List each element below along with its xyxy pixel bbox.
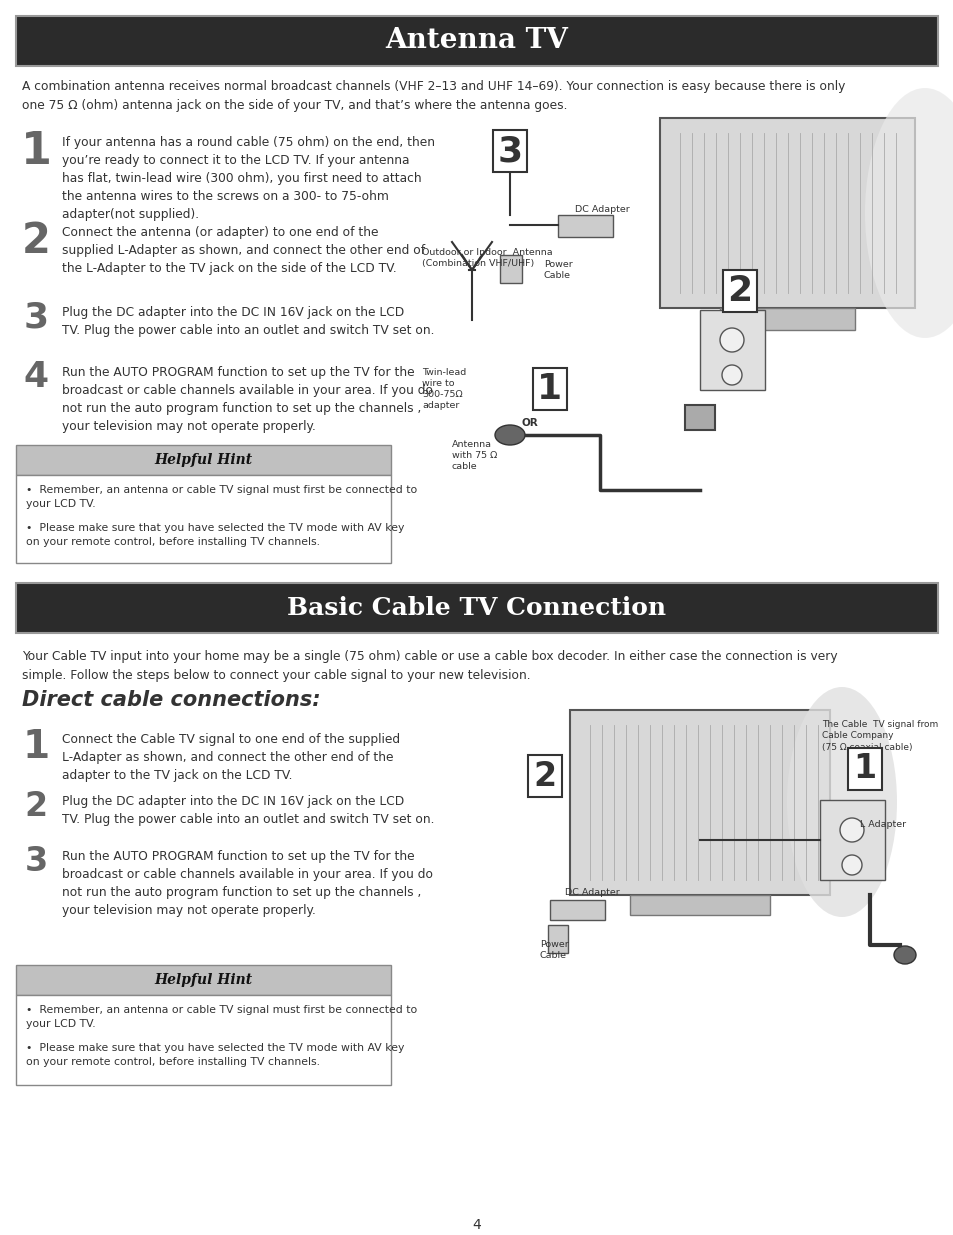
Bar <box>16 16 937 65</box>
Text: •  Remember, an antenna or cable TV signal must first be connected to
your LCD T: • Remember, an antenna or cable TV signa… <box>26 485 416 509</box>
Text: Your Cable TV input into your home may be a single (75 ohm) cable or use a cable: Your Cable TV input into your home may b… <box>22 650 837 682</box>
Text: Connect the Cable TV signal to one end of the supplied
L-Adapter as shown, and c: Connect the Cable TV signal to one end o… <box>62 734 399 782</box>
Text: Antenna
with 75 Ω
cable: Antenna with 75 Ω cable <box>452 440 497 472</box>
Circle shape <box>720 329 743 352</box>
Text: •  Please make sure that you have selected the TV mode with AV key
on your remot: • Please make sure that you have selecte… <box>26 1044 404 1067</box>
Bar <box>700 310 764 390</box>
Text: Helpful Hint: Helpful Hint <box>154 453 253 467</box>
Bar <box>569 710 829 895</box>
Text: DC Adapter: DC Adapter <box>575 205 629 214</box>
Circle shape <box>840 818 863 842</box>
Text: •  Remember, an antenna or cable TV signal must first be connected to
your LCD T: • Remember, an antenna or cable TV signa… <box>26 1005 416 1029</box>
Bar <box>533 368 566 410</box>
Bar <box>847 748 882 790</box>
Bar <box>16 965 391 995</box>
Ellipse shape <box>495 425 524 445</box>
Text: Run the AUTO PROGRAM function to set up the TV for the
broadcast or cable channe: Run the AUTO PROGRAM function to set up … <box>62 366 433 433</box>
Text: Plug the DC adapter into the DC IN 16V jack on the LCD
TV. Plug the power cable : Plug the DC adapter into the DC IN 16V j… <box>62 795 434 826</box>
Text: •  Please make sure that you have selected the TV mode with AV key
on your remot: • Please make sure that you have selecte… <box>26 522 404 547</box>
Text: Twin-lead
wire to
300-75Ω
adapter: Twin-lead wire to 300-75Ω adapter <box>421 368 466 410</box>
Circle shape <box>841 855 862 876</box>
Text: 4: 4 <box>24 359 49 394</box>
Circle shape <box>721 366 741 385</box>
Ellipse shape <box>864 88 953 338</box>
Text: If your antenna has a round cable (75 ohm) on the end, then
you’re ready to conn: If your antenna has a round cable (75 oh… <box>62 136 435 221</box>
Text: Power
Cable: Power Cable <box>539 940 568 960</box>
Text: Helpful Hint: Helpful Hint <box>154 973 253 987</box>
Text: A combination antenna receives normal broadcast channels (VHF 2–13 and UHF 14–69: A combination antenna receives normal br… <box>22 80 844 111</box>
Text: Direct cable connections:: Direct cable connections: <box>22 690 320 710</box>
Text: 4: 4 <box>472 1218 481 1233</box>
Text: OR: OR <box>521 417 537 429</box>
Bar <box>16 995 391 1086</box>
Text: 3: 3 <box>24 300 49 333</box>
Text: Outdoor or Indoor  Antenna
(Combination VHF/UHF): Outdoor or Indoor Antenna (Combination V… <box>421 248 552 268</box>
Text: Antenna TV: Antenna TV <box>385 27 568 54</box>
Text: 2: 2 <box>727 274 752 308</box>
Text: 2: 2 <box>22 220 51 262</box>
Text: DC Adapter: DC Adapter <box>564 888 619 897</box>
Bar <box>493 130 526 172</box>
Bar <box>659 119 914 308</box>
Bar <box>558 215 613 237</box>
Text: 1: 1 <box>537 372 562 406</box>
Text: 3: 3 <box>25 845 48 878</box>
Bar <box>527 755 561 797</box>
Text: Connect the antenna (or adapter) to one end of the
supplied L-Adapter as shown, : Connect the antenna (or adapter) to one … <box>62 226 425 275</box>
Bar <box>722 270 757 312</box>
Bar <box>550 900 604 920</box>
Bar <box>629 895 769 915</box>
Text: L Adapter: L Adapter <box>859 820 905 829</box>
Bar <box>547 925 567 953</box>
Bar <box>499 254 521 283</box>
Text: Power
Cable: Power Cable <box>543 261 572 280</box>
Text: 1: 1 <box>23 727 50 766</box>
Text: 2: 2 <box>533 760 556 793</box>
Bar <box>16 583 937 634</box>
Text: 2: 2 <box>25 790 48 823</box>
Text: Basic Cable TV Connection: Basic Cable TV Connection <box>287 597 666 620</box>
Bar <box>16 445 391 475</box>
Text: Plug the DC adapter into the DC IN 16V jack on the LCD
TV. Plug the power cable : Plug the DC adapter into the DC IN 16V j… <box>62 306 434 337</box>
Text: The Cable  TV signal from
Cable Company
(75 Ω coaxial cable): The Cable TV signal from Cable Company (… <box>821 720 937 752</box>
Text: 1: 1 <box>20 130 51 173</box>
Text: 1: 1 <box>853 752 876 785</box>
Ellipse shape <box>786 687 896 918</box>
Bar <box>720 308 854 330</box>
Bar <box>684 405 714 430</box>
Ellipse shape <box>893 946 915 965</box>
Text: Run the AUTO PROGRAM function to set up the TV for the
broadcast or cable channe: Run the AUTO PROGRAM function to set up … <box>62 850 433 918</box>
Bar <box>820 800 884 881</box>
Text: 3: 3 <box>497 135 522 168</box>
Bar <box>16 475 391 563</box>
